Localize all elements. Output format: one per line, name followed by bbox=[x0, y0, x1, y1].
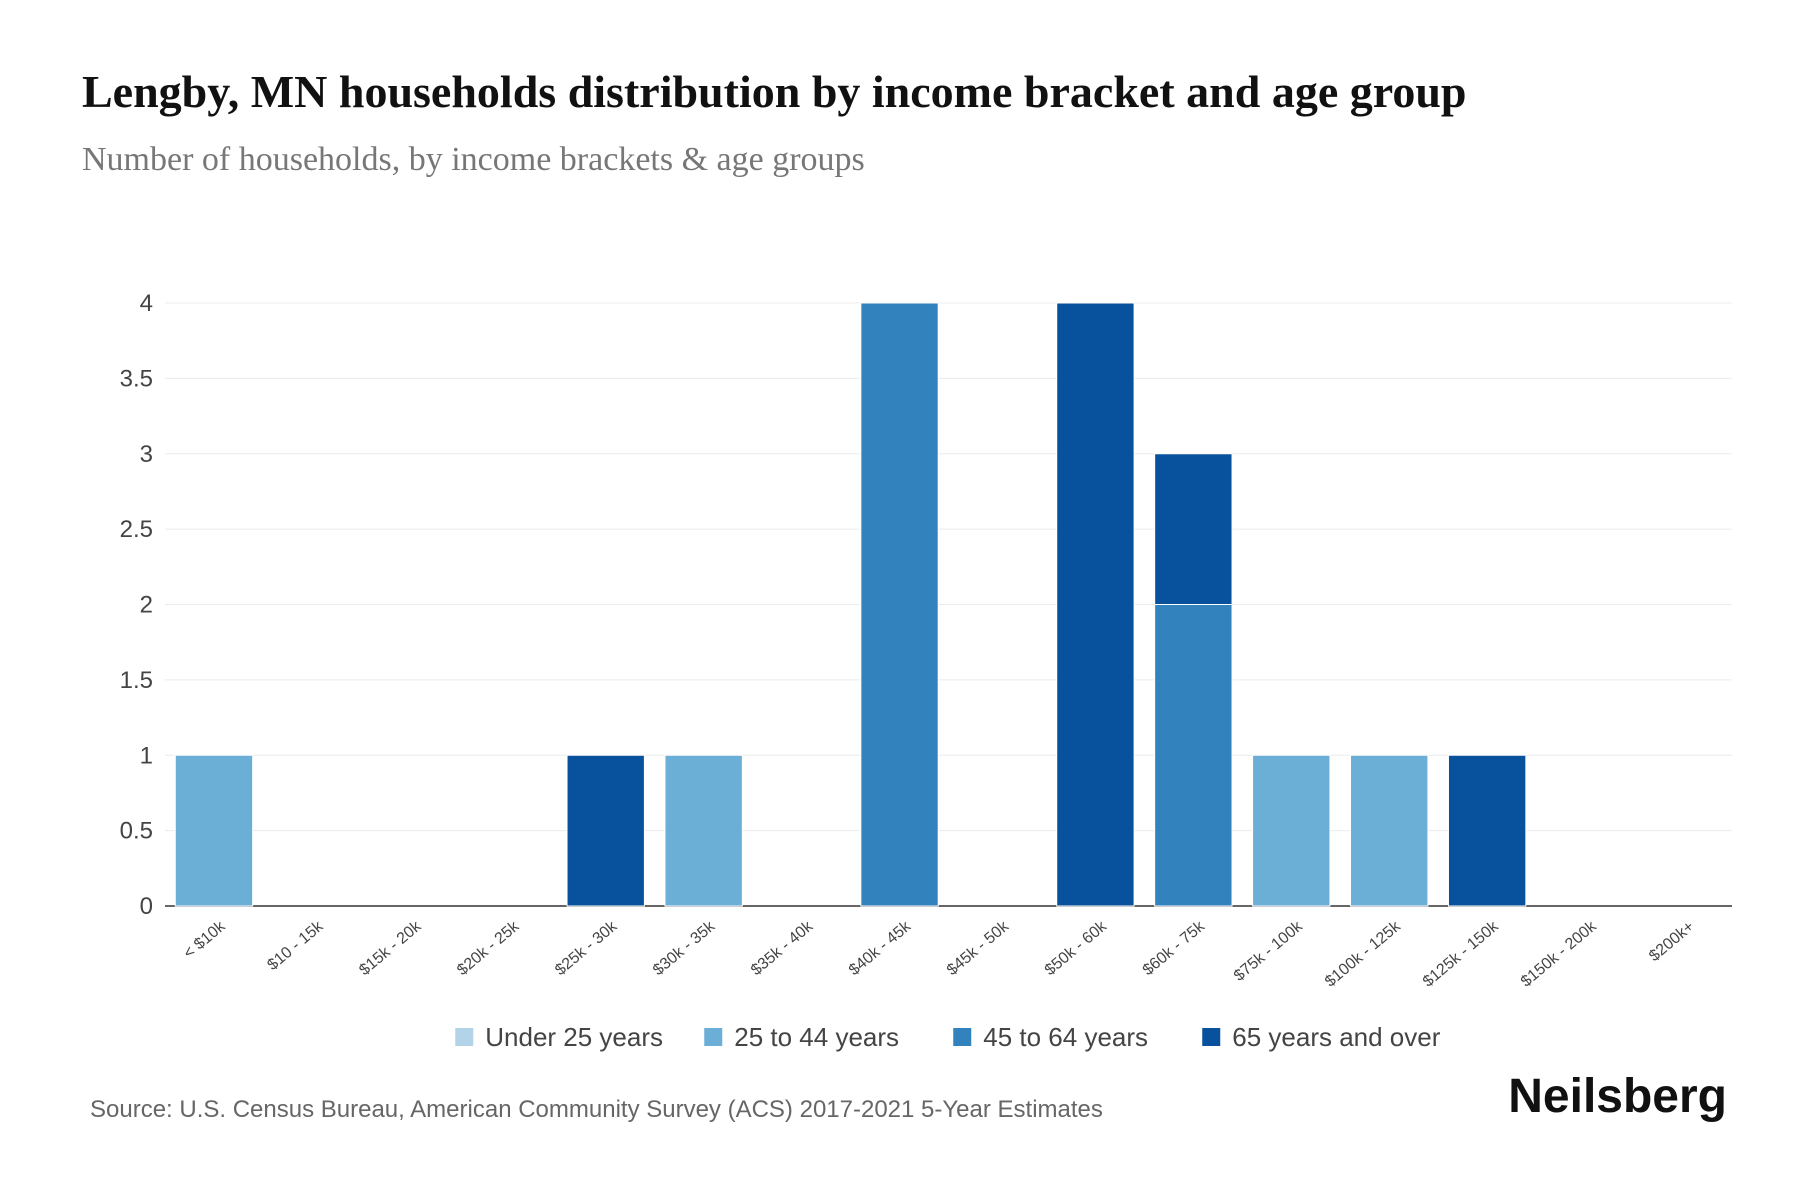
x-tick-label: $200k+ bbox=[1646, 918, 1697, 965]
x-tick-label: < $10k bbox=[180, 917, 229, 962]
legend-swatch bbox=[704, 1028, 723, 1046]
bar-segment bbox=[1252, 754, 1331, 907]
x-tick-label: $75k - 100k bbox=[1231, 917, 1307, 984]
x-tick-label: $10 - 15k bbox=[264, 917, 327, 974]
legend-swatch bbox=[455, 1028, 474, 1046]
x-tick-label: $125k - 150k bbox=[1420, 917, 1503, 990]
y-tick-label: 1 bbox=[140, 742, 153, 769]
y-tick-label: 0.5 bbox=[120, 818, 153, 845]
bar-segment bbox=[566, 754, 645, 907]
x-tick-label: $100k - 125k bbox=[1322, 917, 1405, 990]
bar-segment bbox=[860, 302, 939, 907]
bar-segment bbox=[1447, 754, 1527, 907]
legend-label: 45 to 64 years bbox=[983, 1022, 1148, 1052]
x-tick-label: $20k - 25k bbox=[454, 917, 523, 979]
brand: Neilsberg bbox=[1508, 1070, 1727, 1123]
x-tick-label: $35k - 40k bbox=[748, 917, 817, 979]
x-tick-label: $30k - 35k bbox=[650, 917, 719, 979]
x-tick-label: $50k - 60k bbox=[1042, 917, 1111, 979]
x-tick-label: $40k - 45k bbox=[846, 917, 915, 979]
y-tick-label: 3.5 bbox=[120, 365, 153, 392]
x-tick-label: $25k - 30k bbox=[552, 917, 621, 979]
bar-segment bbox=[1154, 453, 1233, 605]
source: Source: U.S. Census Bureau, American Com… bbox=[90, 1096, 1103, 1123]
legend-label: 65 years and over bbox=[1232, 1022, 1440, 1052]
y-tick-label: 0 bbox=[140, 893, 153, 920]
bar-segment bbox=[664, 754, 743, 907]
bar-segment bbox=[1056, 302, 1135, 907]
legend-label: 25 to 44 years bbox=[734, 1022, 899, 1052]
bar-segment bbox=[1350, 754, 1429, 907]
legend-swatch bbox=[953, 1028, 972, 1046]
legend-swatch bbox=[1202, 1028, 1221, 1046]
chart-title: Lengby, MN households distribution by in… bbox=[82, 66, 1467, 117]
y-tick-label: 4 bbox=[140, 290, 153, 317]
x-tick-label: $60k - 75k bbox=[1140, 917, 1209, 979]
bar-segment bbox=[1154, 604, 1233, 907]
y-tick-label: 1.5 bbox=[120, 667, 153, 694]
legend-label: Under 25 years bbox=[485, 1022, 663, 1052]
chart-subtitle: Number of households, by income brackets… bbox=[82, 141, 865, 178]
x-tick-label: $150k - 200k bbox=[1518, 917, 1601, 990]
x-tick-label: $45k - 50k bbox=[944, 917, 1013, 979]
x-tick-label: $15k - 20k bbox=[356, 917, 425, 979]
y-tick-label: 2 bbox=[140, 592, 153, 619]
bar-segment bbox=[174, 754, 254, 907]
y-tick-label: 3 bbox=[140, 441, 153, 468]
y-tick-label: 2.5 bbox=[120, 516, 153, 543]
